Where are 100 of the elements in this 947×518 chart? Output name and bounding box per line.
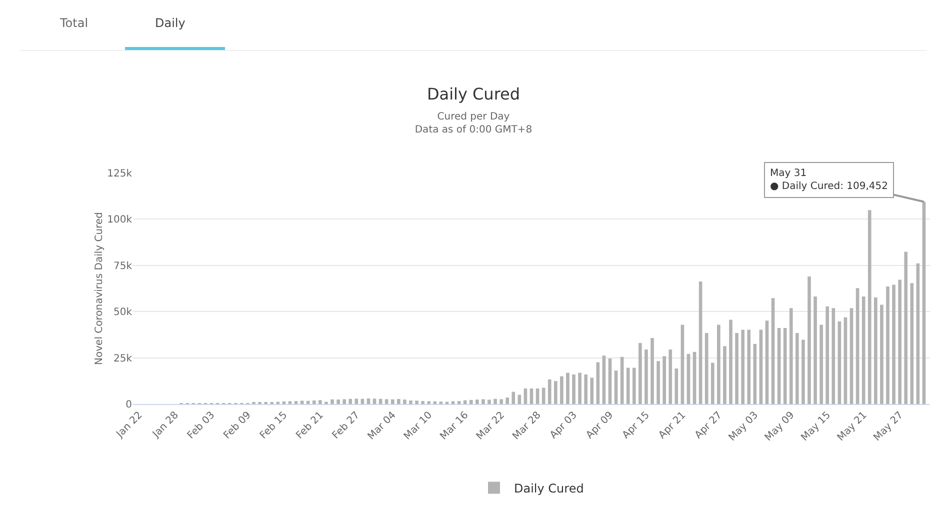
bar [348,398,352,404]
bar [898,280,902,404]
x-tick-label: Feb 27 [330,410,362,442]
bar [494,398,497,404]
bar [336,400,340,404]
bar [457,401,461,404]
x-tick-label: Feb 03 [186,410,218,442]
bar [904,252,908,404]
bar [789,308,793,404]
bar [354,398,358,404]
x-tick-label: Jan 28 [150,410,181,441]
bar [306,400,310,404]
bar [384,399,388,404]
x-tick-label: Apr 09 [584,410,616,442]
bar [342,399,346,404]
bar [808,276,811,404]
bar [765,320,769,404]
bar [288,401,292,404]
bar [584,374,588,404]
bar [506,398,510,404]
x-tick-label: Feb 15 [258,410,290,442]
bar [482,399,485,404]
annotation: May 31 ● Daily Cured: 109,452 [770,168,888,192]
bar [796,333,799,404]
bar [536,388,540,404]
bar [300,400,304,404]
bar [524,388,528,404]
bar [427,401,431,404]
bar [626,368,630,404]
bar [530,388,534,404]
bar [820,324,823,404]
bar [403,400,406,404]
x-tick-label: Jan 22 [114,410,145,441]
bar [729,320,732,404]
x-tick-label: Feb 21 [294,410,326,442]
y-tick-label: 50k [113,307,132,318]
bar [590,378,594,404]
bar [747,330,751,404]
bar [662,356,666,404]
bar [916,263,920,404]
y-tick-label: 0 [126,400,132,410]
chart-title: Daily Cured [426,84,520,104]
bar [910,283,914,404]
bar [850,308,854,404]
x-tick-label: Apr 03 [548,410,580,442]
bar [656,361,660,404]
bar [802,340,805,404]
bar [469,400,473,404]
bar [512,392,516,404]
x-tick-label: Mar 04 [366,410,398,442]
bar [312,400,316,404]
y-axis-title: Novel Coronavirus Daily Cured [94,212,106,365]
y-tick-label: 75k [113,260,132,272]
y-tick-label: 125k [107,168,132,180]
bar [614,370,618,404]
bar [542,388,546,404]
chart-subtitle: Cured per Day Data as of 0:00 GMT+8 [414,112,532,136]
bar [566,372,570,404]
bar [856,288,860,404]
x-tick-label: Apr 21 [656,410,688,442]
bar [832,308,836,404]
bar [680,324,684,404]
bar [560,376,564,404]
x-tick-label: Mar 10 [402,410,435,442]
bar [723,346,726,404]
bar [704,333,708,404]
bar [421,401,424,404]
bar [844,317,848,404]
bar [686,354,690,404]
x-tick-label: Mar 16 [438,410,471,442]
bar [602,356,606,404]
y-tick-label: 100k [107,214,132,226]
bar [372,398,376,404]
bar [409,400,412,404]
bar [814,296,817,404]
bar [892,284,896,404]
bar [783,328,787,404]
bar [488,400,491,404]
bar [838,321,842,404]
x-tick-label: Apr 15 [620,410,652,442]
x-tick-label: Mar 22 [474,410,507,442]
bar [674,368,678,404]
legend-label: Daily Cured [514,481,584,496]
bar [500,399,503,404]
y-tick-label: 25k [113,353,132,364]
bar [868,210,872,404]
bar [668,349,672,404]
bar [638,343,642,404]
bar [318,400,322,404]
bar [886,286,890,404]
bar [862,296,866,404]
bar [554,381,558,404]
bar [476,400,479,404]
bar [777,328,781,404]
bar [620,356,624,404]
bar [390,399,394,404]
bar [632,368,636,404]
bar [397,399,400,404]
bar [608,358,612,404]
bar [644,349,648,404]
